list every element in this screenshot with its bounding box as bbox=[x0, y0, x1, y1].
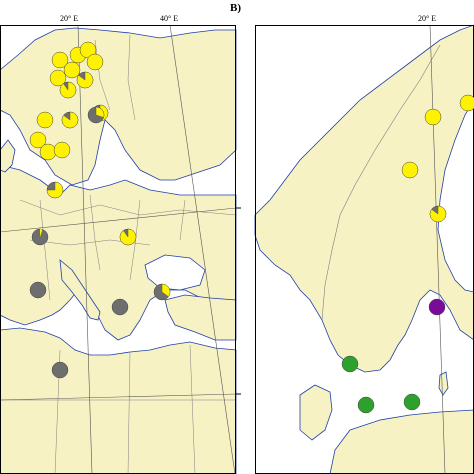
sample-pie-a4 bbox=[86, 53, 104, 71]
longitude-label-40e-left: 40° E bbox=[160, 14, 179, 23]
sample-pie-b2 bbox=[459, 94, 474, 112]
sample-pie-a22 bbox=[51, 361, 69, 379]
sample-pie-a10 bbox=[36, 111, 54, 129]
sample-pie-a7 bbox=[49, 69, 67, 87]
norway-sweden-border bbox=[321, 44, 441, 321]
britain-land bbox=[0, 139, 16, 173]
sample-pie-a19 bbox=[29, 281, 47, 299]
italy-land bbox=[59, 259, 101, 321]
denmark-land bbox=[299, 384, 333, 441]
longitude-label-20e-left: 20° E bbox=[60, 14, 79, 23]
sample-pie-a11 bbox=[61, 111, 79, 129]
sample-pie-b8 bbox=[403, 393, 421, 411]
panel-b-map bbox=[254, 24, 474, 474]
baltic-south-coast-land bbox=[329, 409, 474, 474]
sample-pie-a18 bbox=[119, 228, 137, 246]
sample-pie-a20 bbox=[153, 283, 171, 301]
panel-a-map bbox=[0, 24, 241, 474]
sample-pie-a21 bbox=[111, 298, 129, 316]
sample-pie-a16 bbox=[46, 181, 64, 199]
sample-pie-b6 bbox=[341, 355, 359, 373]
panel-a-graticule bbox=[0, 24, 237, 474]
sample-pie-b1 bbox=[424, 108, 442, 126]
panel-b-sample-pies bbox=[341, 94, 474, 414]
sample-pie-a5 bbox=[63, 61, 81, 79]
longitude-label-20e-right: 20° E bbox=[418, 14, 437, 23]
panel-a-sample-pies bbox=[29, 41, 171, 379]
panel-b-graticule bbox=[429, 24, 446, 474]
gulf-of-bothnia bbox=[437, 99, 474, 293]
sample-pie-b3 bbox=[401, 161, 419, 179]
sample-pie-a15 bbox=[53, 141, 71, 159]
sample-pie-b7 bbox=[357, 396, 375, 414]
panel-b-scandinavia-land bbox=[254, 24, 474, 373]
sample-pie-a17 bbox=[31, 228, 49, 246]
sample-pie-a12 bbox=[87, 106, 105, 124]
sample-pie-a14 bbox=[39, 143, 57, 161]
anatolia-land bbox=[164, 294, 237, 341]
gotland-land bbox=[438, 371, 449, 396]
sample-pie-b5 bbox=[428, 298, 446, 316]
panel-b-label: B) bbox=[230, 2, 241, 14]
sample-pie-a13 bbox=[29, 131, 47, 149]
sample-pie-b4 bbox=[429, 205, 447, 223]
sample-pie-a6 bbox=[76, 71, 94, 89]
black-sea bbox=[144, 254, 206, 291]
sample-pie-a8 bbox=[59, 81, 77, 99]
sample-pie-a1 bbox=[51, 51, 69, 69]
